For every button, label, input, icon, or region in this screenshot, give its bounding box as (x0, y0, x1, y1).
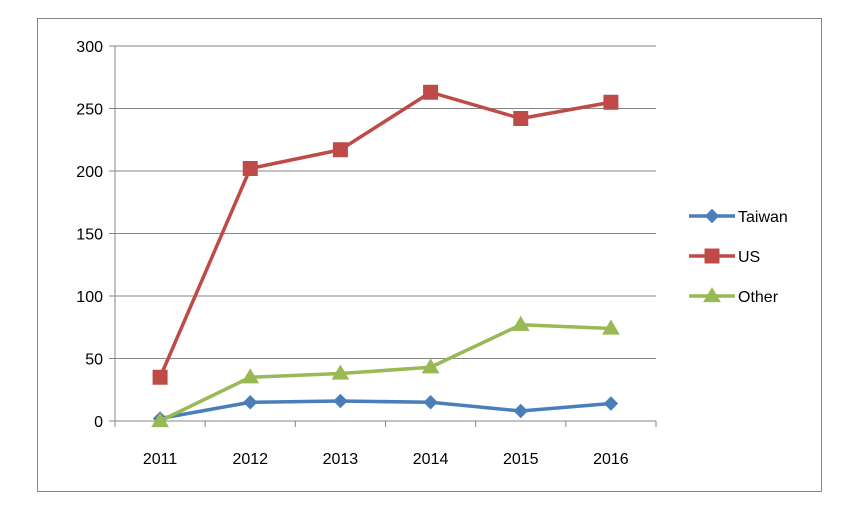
data-point-us-2016 (603, 94, 619, 110)
legend-label-us: US (738, 249, 760, 266)
legend-item-other: Other (689, 287, 779, 306)
data-point-us-2014 (423, 84, 439, 100)
x-axis-ticks: 2011 2012 2013 2014 2015 2016 (143, 451, 629, 468)
series-taiwan (152, 393, 619, 426)
data-point-us-2012 (242, 161, 258, 176)
axes (109, 45, 657, 427)
data-point-taiwan-2013 (333, 393, 348, 409)
series-other (151, 315, 620, 428)
data-point-other-2015 (511, 315, 530, 331)
x-tick-label-2015: 2015 (503, 451, 539, 468)
data-point-us-2011 (152, 369, 168, 385)
legend-label-taiwan: Taiwan (738, 209, 788, 226)
data-point-us-2013 (332, 142, 348, 158)
x-tick-label-2013: 2013 (323, 451, 359, 468)
y-tick-label-250: 250 (76, 102, 103, 119)
series-line-taiwan (159, 399, 612, 421)
data-point-taiwan-2014 (423, 395, 438, 410)
gridlines (115, 45, 656, 359)
y-tick-label-150: 150 (76, 227, 103, 244)
legend-label-other: Other (738, 289, 779, 306)
legend-item-us: US (689, 248, 760, 266)
data-point-other-2012 (241, 368, 260, 384)
legend-marker-other (703, 287, 721, 303)
y-tick-label-50: 50 (85, 352, 103, 369)
y-tick-label-0: 0 (94, 414, 103, 431)
data-point-other-2013 (331, 364, 350, 380)
legend-marker-taiwan (704, 208, 720, 224)
series-line-other (159, 323, 611, 423)
data-point-us-2015 (513, 111, 529, 126)
data-point-other-2016 (602, 319, 620, 335)
x-tick-label-2014: 2014 (413, 451, 449, 468)
data-point-taiwan-2012 (243, 395, 258, 410)
data-point-taiwan-2015 (513, 403, 528, 419)
y-tick-label-300: 300 (76, 39, 103, 56)
series-group (151, 84, 620, 428)
y-tick-label-200: 200 (76, 164, 103, 181)
data-point-other-2011 (151, 412, 169, 428)
series-line-us (158, 90, 612, 378)
legend-item-taiwan: Taiwan (689, 208, 788, 226)
data-point-taiwan-2016 (603, 396, 619, 411)
y-tick-label-100: 100 (76, 289, 103, 306)
legend-marker-us (704, 248, 720, 264)
y-axis-ticks: 0 50 100 150 200 250 300 (76, 39, 103, 431)
x-tick-label-2012: 2012 (232, 451, 268, 468)
series-us (152, 84, 619, 385)
legend: Taiwan US Other (689, 208, 788, 306)
data-point-other-2014 (421, 358, 440, 374)
x-tick-label-2011: 2011 (143, 451, 178, 468)
x-tick-label-2016: 2016 (593, 451, 629, 468)
